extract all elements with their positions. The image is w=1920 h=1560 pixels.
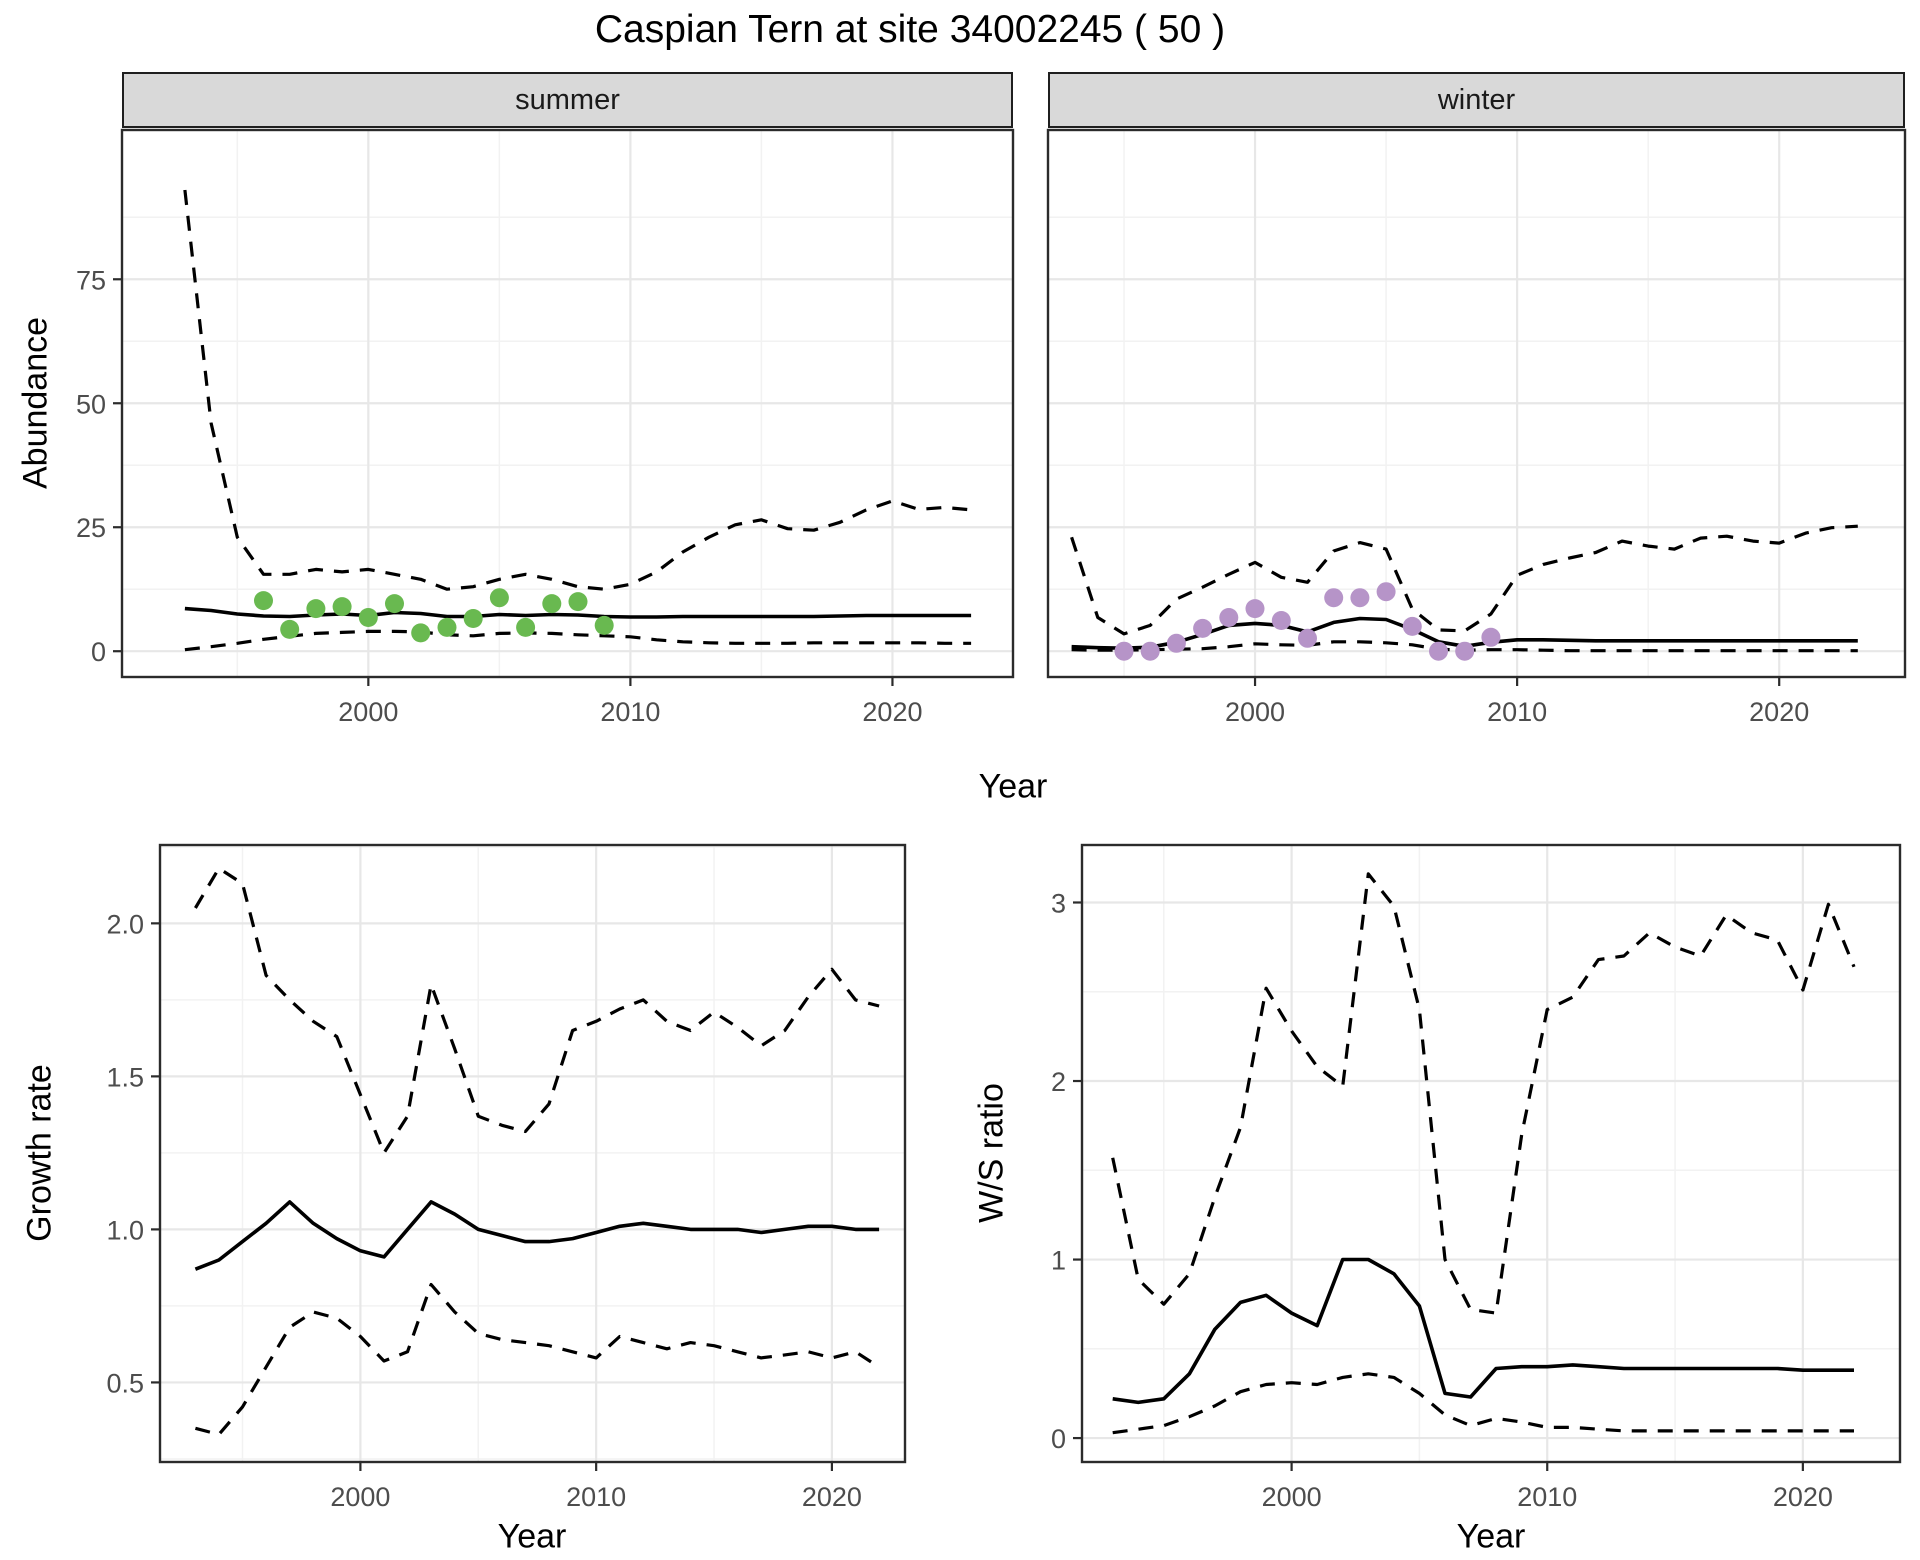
y-tick-label: 1 xyxy=(1051,1246,1066,1276)
x-tick-label: 2010 xyxy=(600,697,660,727)
panel-border xyxy=(1046,128,1907,679)
panel-ws-ratio: 2000 2010 2020 0 1 2 3 xyxy=(1051,843,1902,1512)
facet-strip-winter: winter xyxy=(1048,72,1905,128)
data-point xyxy=(1455,641,1475,661)
y-tick-label: 1.5 xyxy=(106,1062,144,1092)
data-point xyxy=(568,592,588,612)
data-point xyxy=(1350,588,1370,608)
panel-border xyxy=(1080,843,1902,1464)
data-point xyxy=(411,623,431,643)
data-point xyxy=(1245,599,1265,619)
figure-title: Caspian Tern at site 34002245 ( 50 ) xyxy=(594,8,1226,51)
series-upper-ci xyxy=(194,866,880,1155)
data-point xyxy=(280,619,300,639)
series-lower-ci xyxy=(194,1282,880,1437)
panel-border xyxy=(158,843,907,1464)
data-point xyxy=(542,594,562,614)
data-point xyxy=(489,588,509,608)
data-point xyxy=(1429,641,1448,661)
y-tick-label: 75 xyxy=(76,265,106,295)
x-tick-label: 2010 xyxy=(1517,1482,1577,1512)
x-axis-title-year-ws: Year xyxy=(1456,1517,1526,1556)
data-point xyxy=(358,608,378,627)
y-tick-label: 0 xyxy=(91,637,106,667)
data-point xyxy=(1481,627,1501,647)
data-point xyxy=(1114,641,1134,661)
y-axis-title-growth: Growth rate xyxy=(20,1064,59,1242)
data-point xyxy=(306,599,326,619)
panel-abundance-winter: 2000 2010 2020 xyxy=(1046,128,1907,727)
y-tick-label: 2.0 xyxy=(106,909,144,939)
data-point xyxy=(1402,616,1422,636)
series-upper-ci xyxy=(183,189,972,591)
y-tick-label: 1.0 xyxy=(106,1215,144,1245)
data-point xyxy=(1219,608,1239,627)
panel-abundance-summer: 2000 2010 2020 0 25 50 75 xyxy=(76,128,1015,727)
data-point xyxy=(437,617,457,637)
series-lower-ci xyxy=(1112,1372,1854,1435)
x-tick-label: 2010 xyxy=(566,1482,626,1512)
facet-strip-summer: summer xyxy=(122,72,1013,128)
data-point xyxy=(1376,582,1396,602)
facet-strip-summer-label: summer xyxy=(515,83,620,116)
series-upper-ci xyxy=(1070,524,1858,636)
abundance-winter-observed-counts xyxy=(1114,582,1501,661)
y-axis-title-ws-ratio: W/S ratio xyxy=(972,1083,1011,1223)
x-tick-label: 2000 xyxy=(1262,1482,1322,1512)
data-point xyxy=(463,609,483,628)
data-point xyxy=(594,615,614,635)
x-tick-label: 2020 xyxy=(862,697,922,727)
series-median xyxy=(1112,1257,1854,1405)
facet-strip-winter-label: winter xyxy=(1437,83,1516,116)
x-tick-label: 2020 xyxy=(802,1482,862,1512)
y-tick-label: 50 xyxy=(76,389,106,419)
abundance-summer-observed-counts xyxy=(254,588,614,643)
data-point xyxy=(1298,628,1317,648)
data-point xyxy=(1324,588,1344,608)
series-upper-ci xyxy=(1111,872,1856,1315)
x-tick-label: 2020 xyxy=(1749,697,1809,727)
x-axis-title-year-growth: Year xyxy=(497,1517,567,1556)
y-axis-title-abundance: Abundance xyxy=(16,316,55,490)
panel-growth-rate: 2000 2010 2020 0.5 1.0 1.5 2.0 xyxy=(106,843,907,1512)
data-point xyxy=(516,617,536,637)
y-tick-label: 2 xyxy=(1051,1067,1066,1097)
y-tick-label: 0 xyxy=(1051,1424,1066,1454)
y-tick-label: 3 xyxy=(1051,888,1066,918)
data-point xyxy=(332,597,352,617)
x-tick-label: 2020 xyxy=(1773,1482,1833,1512)
data-point xyxy=(385,594,404,614)
data-point xyxy=(1140,641,1160,661)
data-point xyxy=(1166,633,1186,653)
x-tick-label: 2000 xyxy=(330,1482,390,1512)
x-tick-label: 2000 xyxy=(338,697,398,727)
data-point xyxy=(1193,618,1213,638)
x-axis-title-year-top: Year xyxy=(978,767,1048,806)
y-tick-label: 0.5 xyxy=(106,1368,144,1398)
series-median xyxy=(194,1200,880,1271)
data-point xyxy=(1271,611,1291,630)
data-point xyxy=(254,591,273,611)
series-lower-ci xyxy=(184,629,972,652)
y-tick-label: 25 xyxy=(76,513,106,543)
x-tick-label: 2000 xyxy=(1225,697,1285,727)
x-tick-label: 2010 xyxy=(1487,697,1547,727)
